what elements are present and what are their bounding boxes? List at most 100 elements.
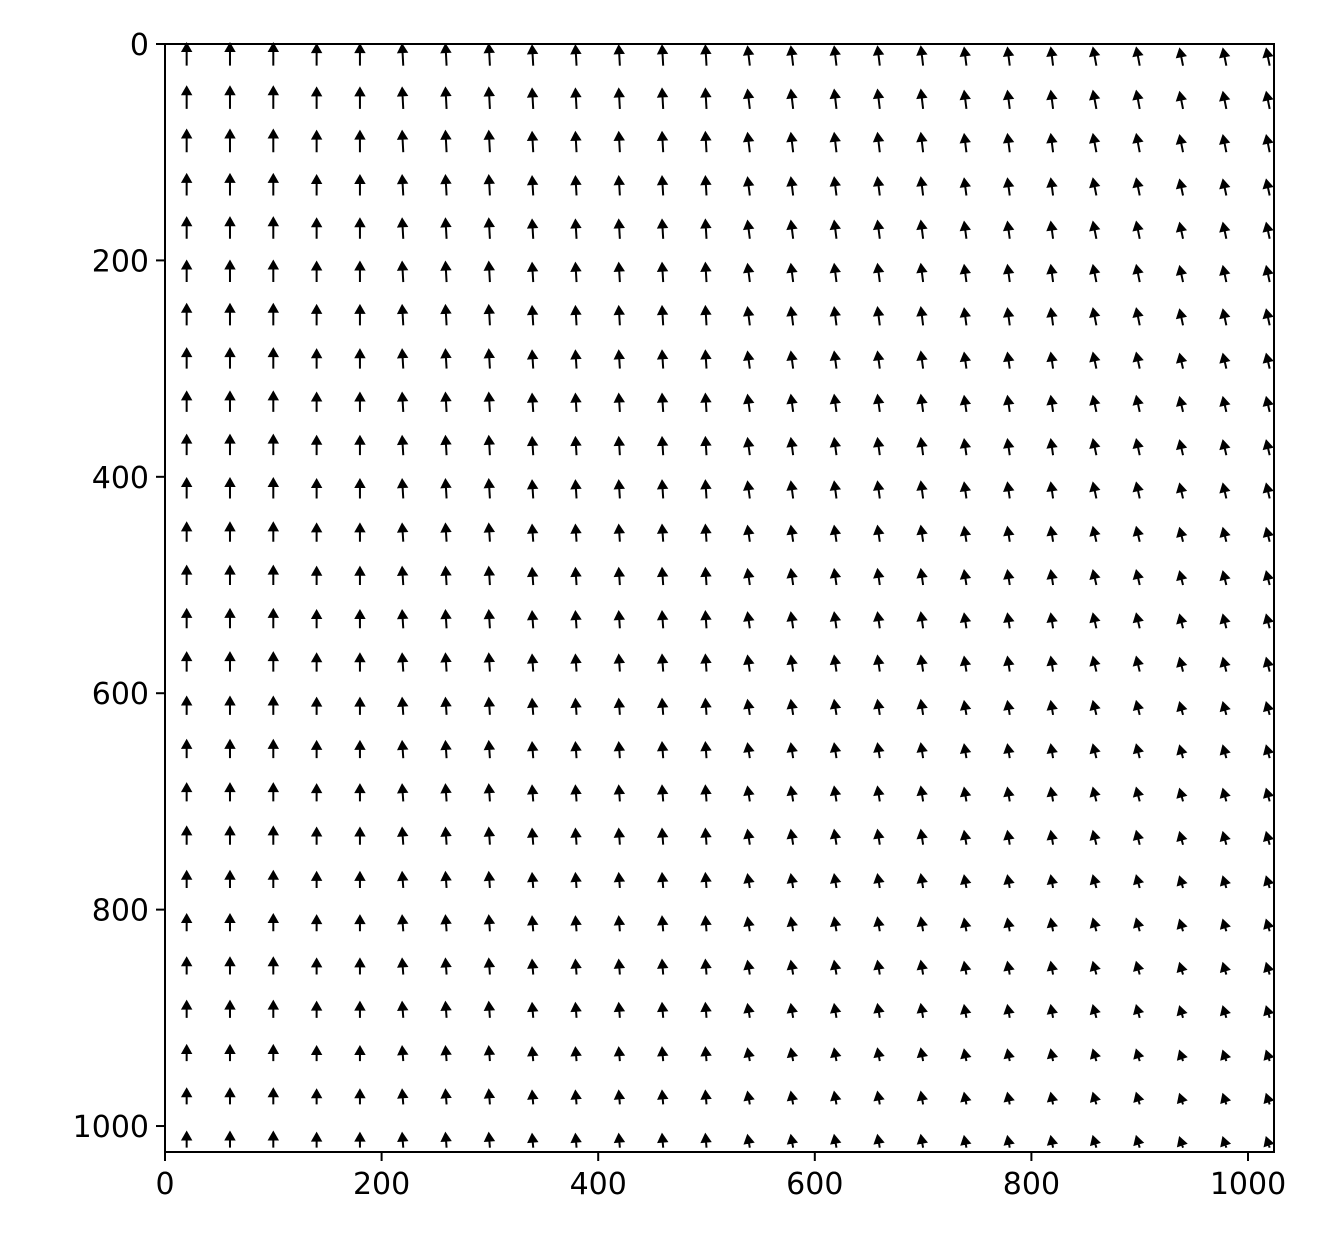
arrow (786, 959, 798, 975)
arrow (786, 45, 798, 66)
arrow (613, 261, 625, 283)
arrow (396, 173, 409, 196)
arrow (700, 261, 712, 283)
arrow (829, 567, 842, 586)
arrow (1219, 221, 1231, 239)
arrow (1263, 1005, 1275, 1019)
arrow (613, 87, 625, 109)
arrow (1132, 263, 1144, 283)
arrow (1219, 1005, 1231, 1019)
arrow (1002, 177, 1015, 196)
arrow (656, 349, 669, 369)
arrow (310, 1000, 323, 1018)
arrow (960, 1091, 972, 1105)
arrow (613, 653, 626, 672)
arrow (656, 130, 669, 153)
arrow (1219, 875, 1231, 889)
arrow (700, 130, 712, 153)
arrow (440, 129, 452, 153)
arrow (829, 1002, 842, 1018)
arrow (829, 393, 842, 413)
arrow (570, 740, 582, 759)
arrow (440, 652, 452, 672)
arrow (354, 303, 366, 326)
arrow (1132, 46, 1144, 66)
arrow (267, 259, 280, 283)
arrow (613, 130, 625, 153)
arrow (1176, 1092, 1188, 1105)
arrow (180, 607, 193, 629)
arrow (224, 1087, 236, 1105)
arrow (916, 611, 928, 629)
arrow (786, 305, 798, 326)
arrow (959, 177, 971, 196)
arrow (1046, 960, 1058, 975)
arrow (829, 959, 842, 975)
arrow (1003, 438, 1015, 456)
arrow (1046, 132, 1058, 153)
arrow (960, 917, 972, 932)
arrow (829, 916, 842, 932)
arrow (1046, 655, 1058, 672)
arrow (483, 1088, 496, 1105)
arrow (743, 524, 755, 542)
arrow (310, 43, 323, 66)
arrow (1220, 1092, 1232, 1105)
arrow (1219, 918, 1231, 932)
arrow (354, 478, 366, 499)
arrow (440, 1131, 452, 1148)
arrow (656, 87, 669, 109)
arrow (483, 870, 496, 889)
arrow (267, 782, 280, 802)
arrow (354, 217, 366, 239)
arrow (916, 176, 928, 196)
arrow (483, 391, 496, 412)
arrow (224, 347, 236, 369)
arrow (267, 476, 280, 499)
arrow (354, 739, 366, 759)
arrow (1003, 394, 1015, 413)
arrow (656, 435, 669, 456)
arrow (1219, 352, 1231, 369)
arrow (916, 1002, 928, 1018)
arrow (613, 697, 626, 715)
arrow (396, 260, 409, 283)
arrow (960, 1048, 972, 1062)
arrow (397, 914, 409, 932)
arrow (1219, 178, 1231, 196)
arrow (440, 522, 452, 542)
arrow (1089, 351, 1101, 369)
arrow (1176, 526, 1188, 542)
arrow (656, 653, 669, 672)
y-tick-label: 800 (92, 894, 149, 929)
arrow (354, 957, 366, 975)
arrow (396, 652, 409, 672)
arrow (1262, 90, 1274, 110)
arrow (483, 1131, 496, 1148)
arrow (440, 1088, 452, 1105)
arrow (700, 44, 712, 66)
arrow (872, 305, 885, 326)
arrow (1132, 351, 1144, 369)
arrow (267, 433, 280, 456)
arrow (786, 393, 798, 413)
arrow (310, 217, 323, 239)
arrow (354, 914, 366, 932)
arrow (224, 302, 236, 326)
arrow (310, 129, 323, 153)
arrow (1262, 482, 1274, 499)
arrow (180, 41, 193, 66)
arrow (1133, 1091, 1145, 1105)
arrow (396, 478, 409, 499)
arrow (1003, 1091, 1015, 1105)
arrow (527, 827, 539, 845)
x-tick-label: 200 (353, 1167, 410, 1202)
arrow (657, 1132, 669, 1148)
arrow (1262, 308, 1274, 326)
arrow (829, 480, 842, 499)
arrow (1046, 394, 1058, 413)
arrow (873, 524, 885, 542)
arrow (743, 436, 755, 456)
arrow (873, 393, 885, 413)
